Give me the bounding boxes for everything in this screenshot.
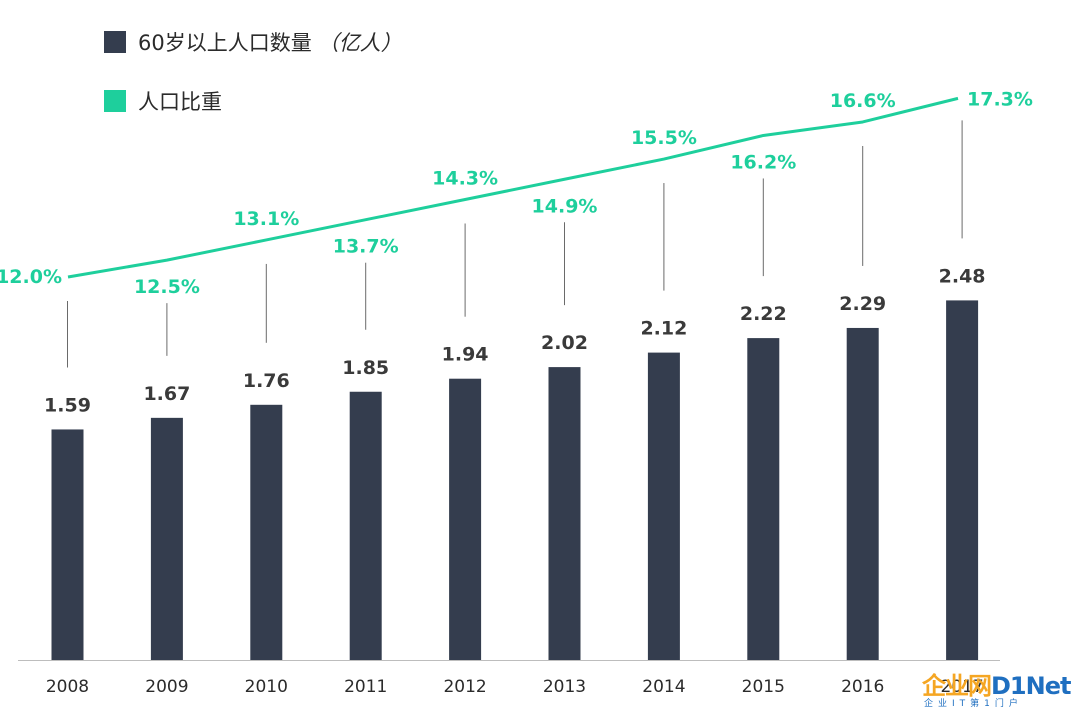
bar-value-label: 1.76 bbox=[243, 370, 290, 392]
bar bbox=[548, 367, 581, 660]
watermark-logo: 企业网D1Net 企业IT第1门户 bbox=[916, 664, 1080, 712]
proportion-label: 12.5% bbox=[134, 276, 200, 298]
bar-value-label: 2.02 bbox=[541, 332, 588, 354]
bar-value-label: 2.29 bbox=[839, 293, 886, 315]
legend-swatch-population bbox=[104, 31, 126, 53]
bar-value-label: 2.48 bbox=[939, 265, 986, 287]
bar bbox=[449, 378, 482, 660]
x-tick-label: 2011 bbox=[344, 677, 387, 697]
proportion-label: 15.5% bbox=[631, 127, 697, 149]
proportion-label: 16.2% bbox=[730, 151, 796, 173]
legend-swatch-proportion bbox=[104, 90, 126, 112]
proportion-label: 13.1% bbox=[233, 208, 299, 230]
bar bbox=[647, 352, 680, 660]
proportion-line bbox=[67, 96, 959, 279]
x-tick-label: 2017 bbox=[940, 677, 983, 697]
bar-value-label: 1.67 bbox=[143, 383, 190, 405]
x-tick-label: 2015 bbox=[742, 677, 785, 697]
proportion-label: 17.3% bbox=[967, 88, 1033, 110]
bar bbox=[150, 417, 183, 660]
proportion-label: 16.6% bbox=[830, 90, 896, 112]
watermark-cn: 企业网 bbox=[922, 672, 992, 700]
x-tick-label: 2009 bbox=[145, 677, 188, 697]
proportion-label: 14.9% bbox=[532, 195, 598, 217]
bar bbox=[946, 300, 979, 660]
bar bbox=[846, 327, 879, 660]
legend-label-population: 60岁以上人口数量 bbox=[138, 31, 312, 55]
legend-label-proportion: 人口比重 bbox=[138, 90, 222, 114]
proportion-label: 13.7% bbox=[333, 236, 399, 258]
x-tick-label: 2014 bbox=[642, 677, 685, 697]
x-tick-label: 2016 bbox=[841, 677, 884, 697]
bar-value-label: 1.85 bbox=[342, 357, 389, 379]
watermark-sub: 企业IT第1门户 bbox=[924, 699, 1023, 709]
x-tick-label: 2008 bbox=[46, 677, 89, 697]
bar-value-label: 1.94 bbox=[442, 344, 489, 366]
legend-item-proportion: 人口比重 bbox=[104, 86, 222, 116]
x-tick-label: 2012 bbox=[443, 677, 486, 697]
bar bbox=[51, 429, 84, 660]
x-tick-label: 2010 bbox=[245, 677, 288, 697]
legend-item-population: 60岁以上人口数量 （亿人） bbox=[104, 27, 402, 57]
watermark-en: D1Net bbox=[991, 672, 1071, 700]
bar bbox=[747, 338, 780, 660]
bar bbox=[250, 404, 283, 660]
bar-value-label: 2.12 bbox=[640, 318, 687, 340]
legend-unit-population: （亿人） bbox=[317, 31, 402, 55]
bar bbox=[349, 391, 382, 660]
proportion-label: 12.0% bbox=[0, 266, 62, 288]
x-tick-label: 2013 bbox=[543, 677, 586, 697]
bar-value-label: 1.59 bbox=[44, 394, 91, 416]
proportion-label: 14.3% bbox=[432, 167, 498, 189]
bar-value-label: 2.22 bbox=[740, 303, 787, 325]
